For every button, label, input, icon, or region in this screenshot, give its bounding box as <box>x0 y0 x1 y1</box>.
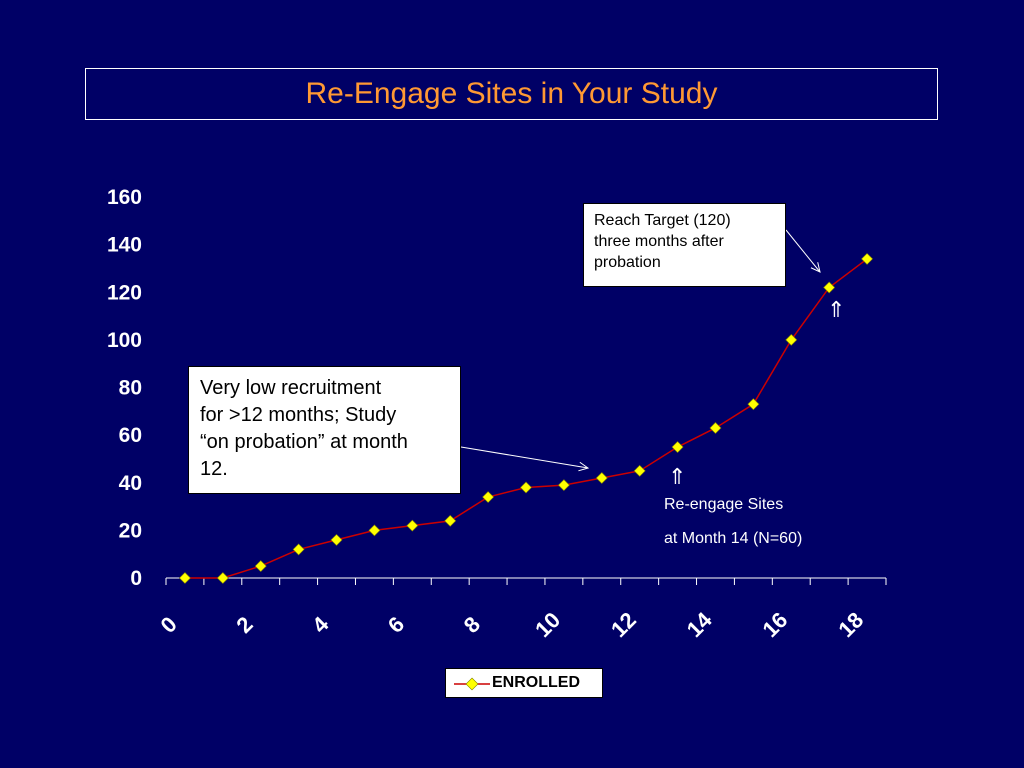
y-tick-label: 40 <box>119 472 142 495</box>
data-point <box>709 422 722 434</box>
data-point <box>444 514 457 527</box>
data-point <box>671 441 684 453</box>
y-tick-label: 140 <box>107 234 142 257</box>
up-arrow-icon: ⇑ <box>827 297 846 322</box>
x-tick-label: 14 <box>682 607 718 643</box>
up-arrow-icon: ⇑ <box>668 464 687 489</box>
data-point <box>368 524 381 537</box>
target-callout-arrow <box>785 229 821 273</box>
data-point <box>520 481 532 494</box>
annotation-line: Very low recruitment <box>200 377 382 399</box>
x-tick-label: 10 <box>530 607 565 642</box>
probation-callout-arrow <box>460 446 589 469</box>
y-tick-label: 120 <box>107 281 142 304</box>
probation-callout-arrow-head <box>578 461 590 472</box>
annotation-line: “on probation” at month <box>200 431 408 453</box>
reengage-note-line: Re-engage Sites <box>664 496 784 513</box>
data-point <box>633 464 646 477</box>
x-tick-label: 16 <box>758 607 793 642</box>
data-point <box>557 479 570 492</box>
data-point <box>179 572 191 584</box>
chart-title: Re-Engage Sites in Your Study <box>305 77 718 110</box>
data-point <box>292 543 305 556</box>
reengage-note-line: at Month 14 (N=60) <box>664 530 803 547</box>
y-tick-label: 60 <box>119 424 142 447</box>
annotation-line: 12. <box>200 458 228 480</box>
y-tick-label: 80 <box>119 377 142 400</box>
data-point <box>216 572 229 584</box>
x-tick-label: 2 <box>231 612 257 638</box>
annotation-line: Reach Target (120) <box>594 212 731 229</box>
x-tick-label: 8 <box>459 612 485 638</box>
y-tick-label: 0 <box>130 567 142 590</box>
data-point <box>406 519 419 532</box>
data-point <box>861 252 873 265</box>
x-tick-label: 4 <box>307 611 334 638</box>
title-box: Re-Engage Sites in Your Study <box>85 68 938 120</box>
y-tick-label: 100 <box>107 329 142 352</box>
data-point <box>785 333 798 346</box>
reach-target-annotation: Reach Target (120) three months after pr… <box>583 203 786 287</box>
data-point <box>747 398 760 411</box>
y-tick-label: 20 <box>119 519 142 542</box>
legend-swatch <box>454 677 490 691</box>
annotation-line: three months after <box>594 233 724 250</box>
target-callout-arrow-head <box>810 262 821 273</box>
x-tick-label: 12 <box>606 607 641 642</box>
data-point <box>595 472 608 484</box>
legend: ENROLLED <box>445 668 603 698</box>
annotation-line: for >12 months; Study <box>200 404 397 426</box>
y-tick-label: 160 <box>107 186 142 209</box>
x-tick-label: 0 <box>156 612 182 638</box>
data-point <box>330 533 343 546</box>
data-point <box>823 281 836 294</box>
data-point <box>482 491 495 503</box>
annotation-line: probation <box>594 254 661 271</box>
legend-label: ENROLLED <box>492 674 580 691</box>
data-point <box>254 560 267 573</box>
x-tick-label: 18 <box>833 607 868 642</box>
legend-swatch-marker <box>465 677 479 691</box>
low-recruitment-annotation: Very low recruitment for >12 months; Stu… <box>188 366 461 494</box>
x-tick-label: 6 <box>383 612 409 638</box>
